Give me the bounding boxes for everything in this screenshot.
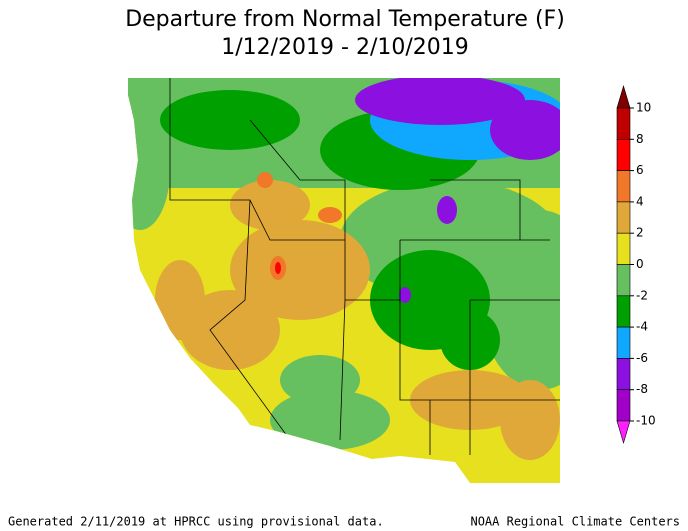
title: Departure from Normal Temperature (F) — [125, 7, 565, 32]
colorbar-label: -10 — [636, 414, 656, 428]
colorbar-label: -2 — [636, 288, 648, 302]
subtitle: 1/12/2019 - 2/10/2019 — [221, 35, 469, 60]
colorbar-label: 6 — [636, 163, 644, 177]
colorbar-label: 4 — [636, 194, 644, 208]
colorbar-segment — [616, 107, 631, 140]
colorbar-arrow — [616, 420, 631, 445]
footer-right: NOAA Regional Climate Centers — [470, 515, 680, 529]
map — [128, 78, 560, 483]
colorbar-segment — [616, 201, 631, 234]
colorbar-arrow — [616, 84, 631, 109]
colorbar-label: -6 — [636, 351, 648, 365]
colorbar-segment — [616, 358, 631, 390]
colorbar: 10 8 6 4 2 0 -2 -4 -6 -8 -10 — [616, 84, 656, 445]
colorbar-label: -8 — [636, 382, 648, 396]
colorbar-segment — [616, 389, 631, 422]
colorbar-segment — [616, 232, 631, 265]
colorbar-label: 8 — [636, 132, 644, 146]
colorbar-label: -4 — [636, 320, 648, 334]
colorbar-label: 10 — [636, 101, 651, 115]
footer-left: Generated 2/11/2019 at HPRCC using provi… — [8, 515, 384, 529]
colorbar-segment — [616, 139, 631, 171]
colorbar-segment — [616, 326, 631, 359]
colorbar-segment — [616, 170, 631, 203]
colorbar-segment — [616, 264, 631, 297]
colorbar-segment — [616, 295, 631, 328]
colorbar-label: 2 — [636, 226, 644, 240]
colorbar-label: 0 — [636, 257, 644, 271]
